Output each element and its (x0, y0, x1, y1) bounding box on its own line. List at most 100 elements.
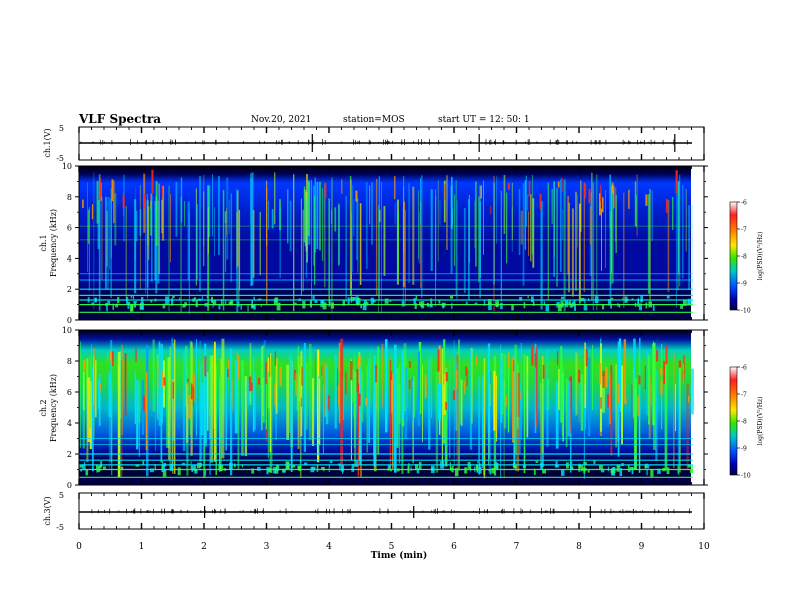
spectrogram-streak (691, 368, 694, 415)
spectrogram-streak (431, 355, 432, 418)
spectrogram-lowband-patch (340, 465, 345, 472)
spectrogram-hotspot (295, 373, 297, 396)
spectrogram-streak (267, 372, 269, 459)
spectrogram-lowband-patch (112, 303, 114, 310)
spectrogram-streak (286, 364, 290, 440)
spectrogram-hotspot (452, 390, 455, 400)
spectrogram-streak (200, 382, 204, 435)
spectrogram-streak (138, 379, 140, 457)
spectrogram-streak (105, 196, 107, 290)
spectrogram-streak (503, 381, 505, 479)
spectrogram-streak (316, 181, 319, 250)
spectrogram-streak (534, 343, 537, 433)
spectrogram-streak (600, 343, 602, 432)
spectrogram-lowband-patch (408, 463, 410, 471)
spectrogram-hotspot (355, 190, 358, 202)
spectrogram-lowband-patch (489, 469, 491, 475)
spectrogram-streak (460, 377, 462, 424)
spectrogram-streak (596, 174, 598, 311)
spectrogram-hotspot (408, 380, 411, 389)
spectrogram-lowband-patch (477, 461, 479, 464)
spectrogram-lowband-patch (228, 301, 233, 305)
spectrogram-hotspot (135, 348, 137, 362)
spectrogram-streak (366, 366, 368, 453)
colorbar-tick-label: -10 (741, 473, 751, 480)
spectrogram-streak (385, 339, 388, 433)
spectrogram-hotspot (683, 355, 685, 375)
spectrogram-lowband-patch (312, 295, 315, 300)
spectrogram-lowband-patch (120, 466, 124, 471)
spectrogram-lowband-patch (414, 303, 417, 309)
spectrogram-streak (250, 178, 253, 286)
spectrogram-streak (172, 379, 174, 474)
colorbar-tick-label: -10 (741, 308, 751, 315)
spectrogram-streak (354, 355, 356, 448)
spectrogram-streak (319, 181, 321, 251)
spectrogram-streak (377, 346, 380, 455)
spectrogram-streak (237, 190, 239, 267)
spectrogram-streak (520, 342, 522, 440)
ch1-waveform-ylabel: ch.1(V) (43, 128, 52, 157)
spectrogram-lowband-patch (560, 296, 565, 299)
spectrogram-streak (167, 357, 171, 460)
spectrogram-streak (251, 172, 254, 286)
spectrogram-streak (501, 355, 504, 406)
spectrogram-streak (340, 338, 344, 467)
spectrogram-streak (519, 380, 521, 455)
spectrogram-streak (108, 376, 110, 469)
spectrogram-streak (444, 367, 448, 467)
spectrogram-hotspot (599, 363, 602, 385)
ch1-spectrogram-ylabel: Frequency (kHz) (49, 209, 58, 277)
spectrogram-lowband-patch (154, 464, 156, 471)
spectrogram-streak (688, 205, 690, 290)
spectrogram-lowband-patch (640, 295, 643, 302)
spectrogram-streak (520, 210, 523, 245)
spectrogram-streak (101, 196, 103, 280)
ch1-waveform-spikes (80, 134, 688, 152)
spectrogram-streak (456, 200, 458, 299)
ch1-colorbar-label: log(PSD)(V²/Hz) (757, 232, 764, 281)
spectrogram-lowband-patch (579, 298, 581, 304)
spectrogram-streak (579, 381, 581, 403)
spectrogram-streak (412, 186, 415, 285)
spectrogram-hotspot (83, 360, 86, 371)
spectrogram-lowband-patch (430, 298, 433, 307)
spectrogram-hotspot (660, 368, 663, 376)
spectrogram-streak (562, 209, 564, 241)
spectrogram-hotspot (248, 376, 252, 392)
spectrogram-streak (261, 345, 265, 423)
spectrogram-streak (417, 351, 420, 426)
spectrogram-streak (145, 198, 146, 294)
spectrogram-lowband-patch (387, 465, 391, 470)
spectrogram-lowband-patch (130, 295, 133, 299)
spectrogram-hotspot (557, 181, 560, 188)
spectrogram-streak (428, 357, 431, 450)
spectrogram-lowband-patch (298, 466, 302, 471)
spectrogram-streak (483, 358, 486, 479)
spectrogram-hotspot (688, 395, 690, 403)
spectrogram-hotspot (480, 185, 482, 199)
spectrogram-streak (92, 364, 94, 472)
spectrogram-streak (311, 378, 315, 446)
spectrogram-lowband-patch (251, 299, 253, 308)
spectrogram-lowband-patch (282, 469, 286, 473)
spectrogram-hotspot (408, 361, 411, 368)
y-tick-label: 0 (67, 481, 72, 490)
spectrogram-streak (610, 211, 612, 286)
spectrogram-streak (483, 180, 484, 255)
ch1-colorbar: -6 -7 -8 -9 -10 log(PSD)(V²/Hz) (729, 200, 764, 315)
spectrogram-lowband-patch (276, 302, 281, 311)
spectrogram-streak (458, 339, 460, 471)
spectrogram-streak (125, 205, 127, 301)
spectrogram-streak (523, 353, 526, 474)
spectrogram-streak (246, 379, 249, 407)
spectrogram-streak (453, 340, 455, 467)
spectrogram-streak (274, 172, 276, 225)
spectrogram-lowband-patch (329, 299, 331, 304)
spectrogram-hotspot (600, 397, 602, 409)
spectrogram-lowband-patch (545, 304, 550, 312)
spectrogram-hotspot (424, 374, 427, 398)
spectrogram-streak (481, 374, 484, 469)
spectrogram-hotspot (228, 359, 230, 370)
spectrogram-lowband-patch (356, 298, 361, 305)
